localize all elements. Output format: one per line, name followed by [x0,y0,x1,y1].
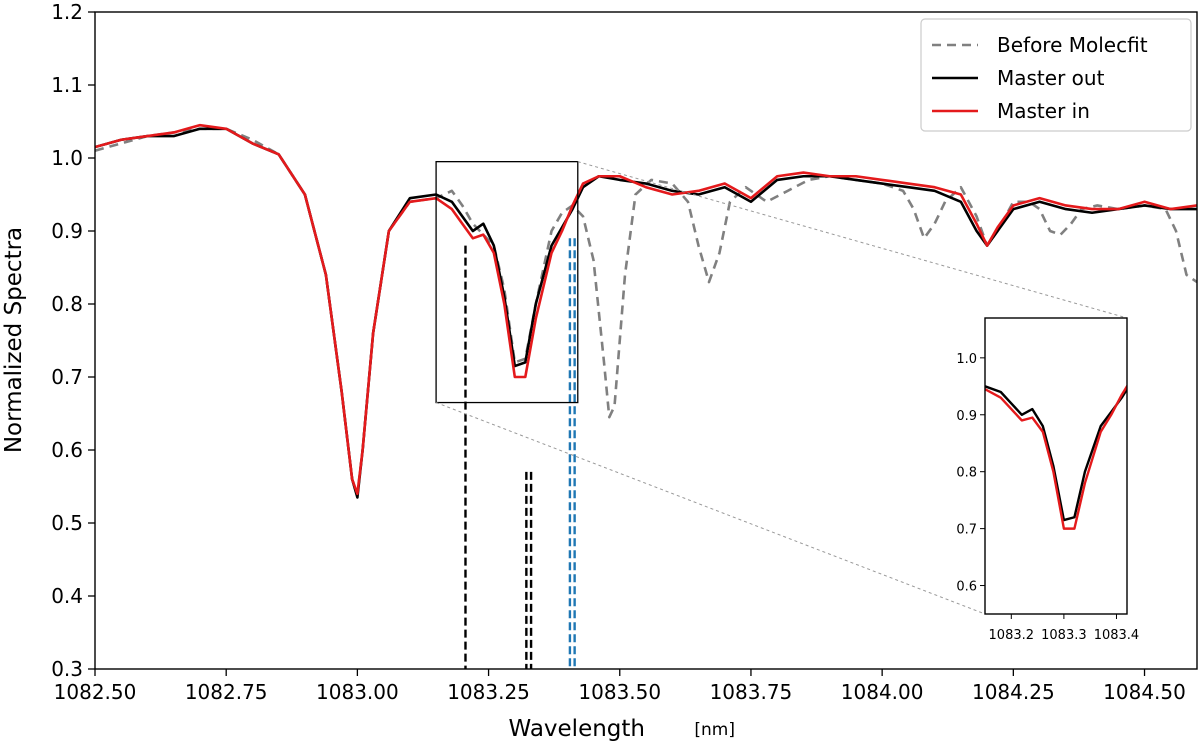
inset-y-tick-label: 0.6 [956,580,977,595]
y-axis-label: Normalized Spectra [1,227,27,453]
y-tick-label: 0.7 [51,365,83,389]
y-tick-label: 0.4 [51,584,83,608]
x-tick-label: 1082.50 [54,680,137,704]
legend-label-before-molecfit: Before Molecfit [997,33,1148,57]
legend: Before Molecfit Master out Master in [920,18,1192,132]
x-tick-label: 1083.50 [578,680,661,704]
legend-label-master-out: Master out [997,66,1105,90]
y-tick-label: 0.9 [51,219,83,243]
inset-series-line-master-in [985,384,1127,530]
x-axis-ticks: 1082.50 1082.75 1083.00 1083.25 1083.50 1083.… [54,669,1186,704]
inset-y-tick-label: 0.7 [956,523,977,538]
zoom-connector-top [577,161,1128,319]
x-axis-unit: [nm] [694,720,735,740]
legend-box [920,18,1192,132]
y-tick-label: 0.5 [51,511,83,535]
y-tick-label: 1.2 [51,0,83,24]
y-tick-label: 1.0 [51,146,83,170]
plot-frame [94,11,1198,670]
y-tick-label: 0.6 [51,438,83,462]
inset-x-ticks: 1083.2 1083.3 1083.4 [989,614,1140,643]
y-tick-label: 0.8 [51,292,83,316]
legend-label-master-in: Master in [997,99,1090,123]
zoom-indicator-group [435,160,1128,615]
inset-series-line-master-out [985,385,1127,522]
inset-y-tick-label: 0.8 [956,466,977,481]
series-line-master-in [95,123,1197,496]
x-tick-label: 1082.75 [185,680,268,704]
inset-x-tick-label: 1083.4 [1094,628,1140,643]
inset-plot-area [985,318,1127,614]
y-tick-label: 1.1 [51,73,83,97]
x-tick-label: 1084.50 [1103,680,1186,704]
x-tick-label: 1084.00 [841,680,924,704]
x-axis-label: Wavelength [509,716,645,742]
inset-y-tick-label: 1.0 [956,352,977,367]
inset-y-ticks: 0.6 0.7 0.8 0.9 1.0 [956,352,985,595]
inset-y-tick-label: 0.9 [956,409,977,424]
inset-frame [984,317,1128,615]
inset-x-tick-label: 1083.2 [989,628,1035,643]
y-tick-label: 0.3 [51,657,83,681]
zoom-box [435,160,579,404]
x-tick-label: 1084.25 [972,680,1055,704]
inset-series-group [985,384,1127,530]
x-tick-label: 1083.75 [710,680,793,704]
line-markers-group [464,238,576,669]
y-axis-ticks: 0.3 0.4 0.5 0.6 0.7 0.8 0.9 1.0 1.1 1.2 [51,0,95,681]
inset-x-tick-label: 1083.3 [1041,628,1087,643]
x-tick-label: 1083.00 [316,680,399,704]
main-series-group [95,123,1197,499]
x-tick-label: 1083.25 [447,680,530,704]
zoom-connector-bottom [435,402,986,615]
